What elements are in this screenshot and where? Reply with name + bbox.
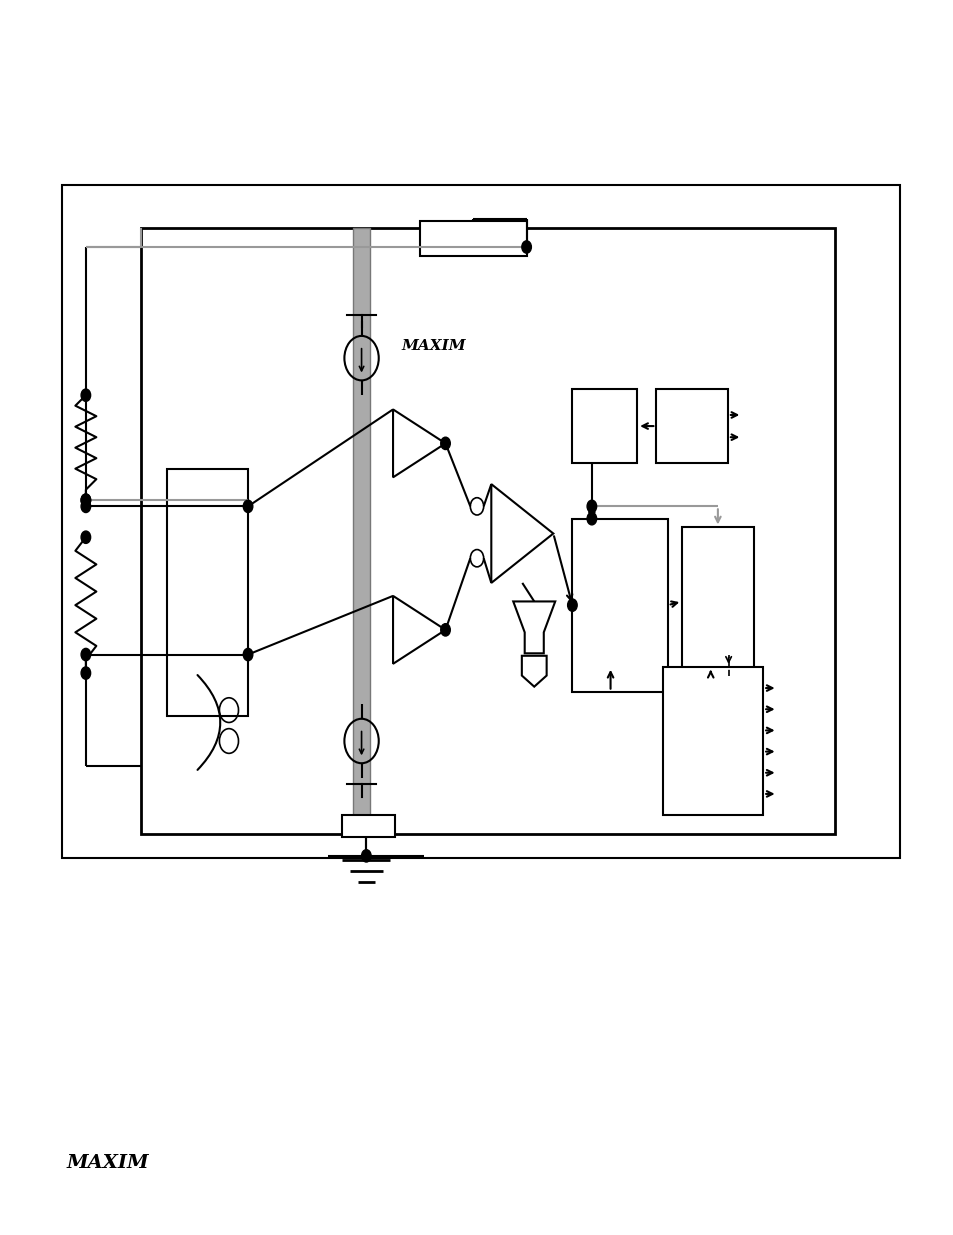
Text: MAXIM: MAXIM [401,338,466,353]
Circle shape [521,241,531,253]
Circle shape [81,531,91,543]
Bar [681,527,753,676]
Circle shape [243,648,253,661]
Bar [419,221,526,256]
Circle shape [81,389,91,401]
Circle shape [243,500,253,513]
Text: MAXIM: MAXIM [67,1155,150,1172]
Circle shape [81,667,91,679]
Circle shape [586,513,596,525]
Circle shape [81,494,91,506]
Bar [167,469,248,716]
Circle shape [440,624,450,636]
Circle shape [440,437,450,450]
Circle shape [81,494,91,506]
Circle shape [586,500,596,513]
Bar [141,228,834,834]
Bar [572,519,667,692]
Bar [572,389,637,463]
Circle shape [361,850,371,862]
Circle shape [81,500,91,513]
Bar [342,815,395,837]
Bar [662,667,762,815]
Circle shape [567,599,577,611]
Bar [656,389,727,463]
Bar [62,185,899,858]
Bar [353,228,370,834]
Circle shape [81,648,91,661]
